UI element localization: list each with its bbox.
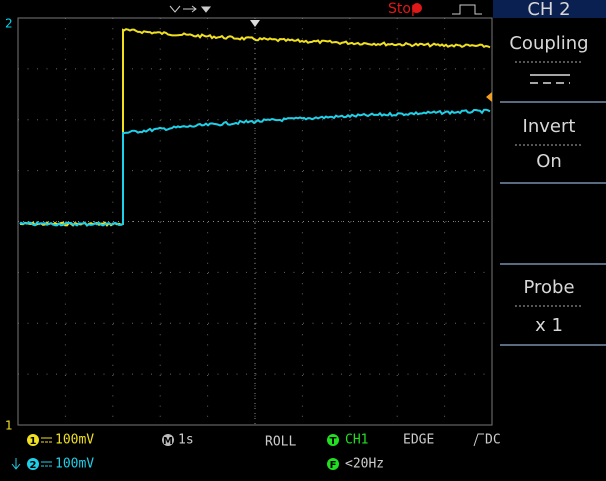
- ch1-badge-bg: [27, 434, 39, 446]
- trigger-badge-bg: [327, 434, 339, 446]
- status-dot: [412, 3, 422, 13]
- ch2-badge: 2: [30, 460, 37, 471]
- trigger-edge-icon: [452, 4, 482, 15]
- edge-icon: [473, 433, 484, 447]
- trigger-badge: T: [330, 436, 337, 447]
- time-badge-bg: [162, 434, 174, 446]
- ch1-scale: 100mV: [55, 433, 94, 448]
- ch1-marker: 1: [5, 419, 13, 433]
- menu-separators: [500, 101, 606, 346]
- ch2-badge-bg: [27, 458, 39, 470]
- ch2-marker: 2: [5, 17, 13, 31]
- filter-badge: F: [330, 460, 337, 471]
- filter-badge-bg: [327, 458, 339, 470]
- ch2-trace: [19, 108, 491, 227]
- time-badge: M: [163, 436, 173, 447]
- probe-value: x 1: [535, 315, 563, 336]
- mode: ROLL: [265, 435, 296, 450]
- run-status: Stop: [388, 1, 420, 17]
- trigger-source: CH1: [345, 433, 368, 448]
- timebase: 1s: [178, 433, 194, 448]
- trigger-level: [486, 92, 492, 102]
- icon: [183, 5, 197, 13]
- icon: [200, 6, 212, 13]
- probe-label: Probe: [523, 277, 574, 298]
- trigger-coupling: DC: [485, 433, 501, 448]
- down-arrow: [11, 458, 21, 470]
- dc-symbol: [41, 461, 52, 467]
- icon: [169, 5, 181, 13]
- trigger-position: [250, 20, 260, 27]
- invert-label: Invert: [523, 116, 576, 137]
- ch2-scale: 100mV: [55, 457, 94, 472]
- graticule: [18, 18, 492, 425]
- menu-title: CH 2: [527, 0, 570, 20]
- graticule-border: [17, 17, 493, 426]
- dc-icon: [530, 74, 570, 84]
- invert-value: On: [536, 151, 562, 172]
- coupling-label: Coupling: [509, 33, 588, 54]
- dc-symbol: [41, 437, 52, 443]
- filter: <20Hz: [345, 457, 384, 472]
- ch1-badge: 1: [30, 436, 37, 447]
- trigger-type: EDGE: [403, 433, 434, 448]
- menu-header: [493, 0, 606, 18]
- trigger-icons: [169, 5, 212, 13]
